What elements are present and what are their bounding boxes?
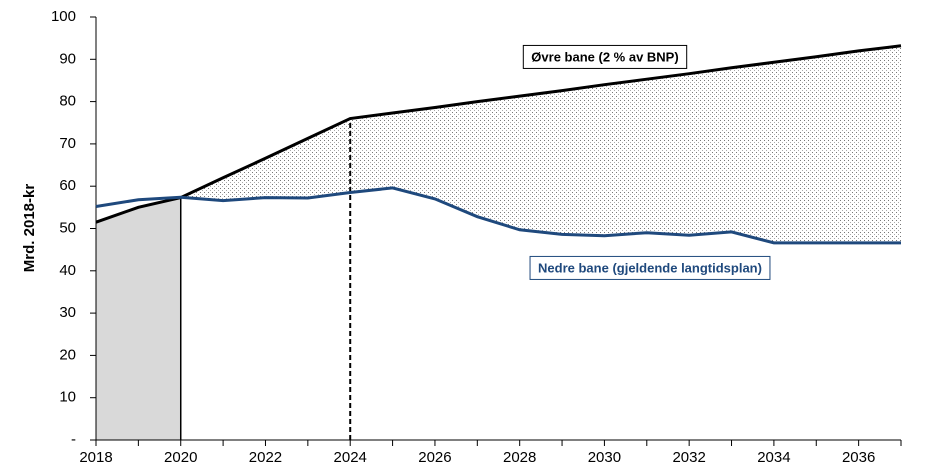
x-tick-label: 2026 bbox=[418, 449, 451, 466]
y-tick-label: 30 bbox=[59, 304, 76, 321]
x-tick-label: 2028 bbox=[503, 449, 536, 466]
y-tick-label: 40 bbox=[59, 262, 76, 279]
y-tick-label: 50 bbox=[59, 219, 76, 236]
y-axis-label: Mrd. 2018-kr bbox=[21, 184, 38, 273]
y-tick-label: 80 bbox=[59, 93, 76, 110]
y-tick-label: 100 bbox=[51, 8, 76, 25]
hatched-band bbox=[180, 45, 902, 243]
x-tick-label: 2036 bbox=[842, 449, 875, 466]
annotation-box bbox=[522, 44, 688, 69]
x-tick-label: 2034 bbox=[757, 449, 790, 466]
shaded-area bbox=[96, 197, 181, 440]
x-tick-label: 2024 bbox=[334, 449, 367, 466]
x-tick-label: 2032 bbox=[672, 449, 705, 466]
x-tick-label: 2022 bbox=[249, 449, 282, 466]
series-annotation: Øvre bane (2 % av BNP) bbox=[531, 49, 678, 64]
x-tick-label: 2018 bbox=[79, 449, 112, 466]
x-tick-label: 2020 bbox=[164, 449, 197, 466]
y-tick-label: 70 bbox=[59, 135, 76, 152]
y-tick-label: 10 bbox=[59, 389, 76, 406]
x-tick-label: 2030 bbox=[588, 449, 621, 466]
y-tick-label: 20 bbox=[59, 346, 76, 363]
series-annotation: Nedre bane (gjeldende langtidsplan) bbox=[538, 260, 762, 275]
y-tick-label: 60 bbox=[59, 177, 76, 194]
series-line bbox=[95, 186, 901, 245]
series-line bbox=[95, 44, 902, 224]
annotation-box bbox=[529, 255, 771, 280]
y-tick-label: 90 bbox=[59, 50, 76, 67]
y-tick-label: - bbox=[71, 431, 76, 448]
